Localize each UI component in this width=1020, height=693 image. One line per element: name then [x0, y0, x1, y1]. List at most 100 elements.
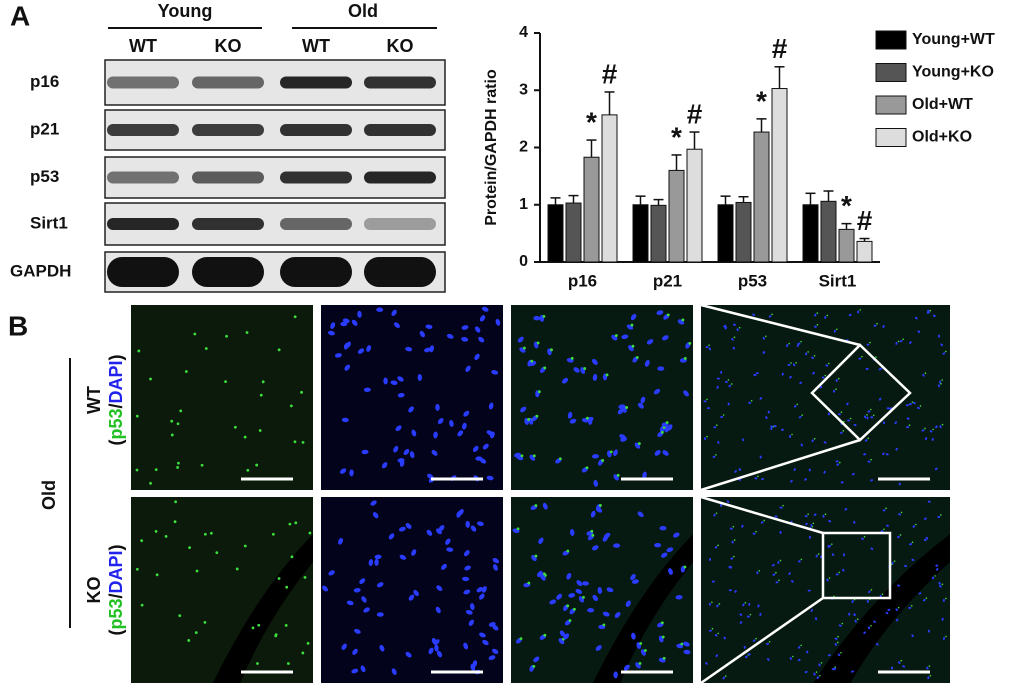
nucleus	[517, 336, 524, 343]
nucleus	[463, 410, 470, 417]
nucleus	[771, 564, 775, 567]
nucleus	[839, 431, 843, 434]
nucleus	[728, 384, 732, 388]
nucleus	[806, 650, 809, 654]
nucleus	[836, 463, 840, 466]
legend-label: Young+KO	[912, 64, 994, 81]
nucleus	[495, 318, 501, 326]
p53-signal	[715, 512, 718, 514]
p53-signal	[924, 427, 926, 430]
nucleus	[821, 376, 825, 379]
p53-signal	[841, 622, 844, 625]
nucleus	[923, 538, 927, 542]
p53-signal	[919, 405, 922, 407]
nucleus	[804, 670, 808, 674]
nucleus	[476, 521, 484, 526]
lane-label: WT	[129, 36, 157, 56]
p53-signal	[724, 675, 727, 677]
p53-signal	[193, 332, 197, 336]
nucleus	[861, 537, 864, 540]
lane-label: WT	[302, 36, 330, 56]
nucleus	[428, 647, 434, 655]
p53-signal	[815, 671, 818, 673]
nucleus	[542, 502, 548, 510]
p53-signal	[251, 626, 255, 630]
nucleus	[338, 537, 343, 545]
nucleus	[617, 408, 624, 415]
nucleus	[703, 400, 707, 403]
nucleus	[631, 579, 639, 584]
nucleus	[488, 655, 496, 661]
nucleus	[567, 411, 573, 419]
nucleus	[723, 636, 726, 640]
nucleus	[435, 403, 440, 411]
nucleus	[842, 568, 845, 572]
nucleus	[885, 611, 889, 615]
protein-label: p16	[30, 72, 59, 91]
nucleus	[848, 612, 851, 616]
nucleus	[437, 418, 444, 425]
panel-label: B	[8, 310, 28, 341]
nucleus	[835, 573, 839, 576]
band	[280, 218, 352, 230]
nucleus	[715, 654, 718, 658]
nucleus	[772, 573, 776, 576]
nucleus	[755, 372, 759, 375]
bar	[735, 201, 752, 263]
p53-signal	[542, 314, 546, 318]
protein-label: p21	[30, 119, 59, 138]
lane-label: KO	[387, 36, 414, 56]
nucleus	[604, 532, 611, 539]
nucleus	[366, 345, 372, 352]
nucleus	[882, 452, 885, 456]
nucleus	[762, 336, 765, 340]
p53-signal	[609, 450, 613, 454]
nucleus	[478, 336, 485, 343]
nucleus	[942, 598, 945, 602]
nucleus	[827, 654, 831, 657]
nucleus	[409, 451, 415, 459]
p53-signal	[527, 581, 531, 585]
y-tick-label: 1	[519, 196, 528, 213]
nucleus	[625, 600, 631, 607]
nucleus	[870, 547, 874, 550]
p53-signal	[899, 534, 902, 536]
nucleus	[731, 540, 734, 544]
nucleus	[597, 586, 603, 594]
p53-signal	[900, 659, 903, 662]
nucleus	[458, 509, 464, 516]
p53-signal	[706, 435, 708, 438]
nucleus	[591, 454, 599, 459]
nucleus	[683, 649, 691, 655]
nucleus	[911, 558, 915, 562]
nucleus	[344, 364, 351, 371]
p53-signal	[204, 347, 208, 350]
nucleus	[481, 306, 489, 312]
nucleus	[819, 385, 823, 389]
nucleus	[851, 600, 854, 603]
nucleus	[411, 549, 417, 556]
p53-signal	[519, 637, 523, 641]
nucleus	[882, 509, 886, 512]
p53-signal	[184, 370, 188, 373]
nucleus	[391, 309, 397, 316]
p53-signal	[827, 362, 830, 365]
nucleus	[739, 613, 743, 616]
stain-part: )	[106, 544, 126, 550]
band	[192, 124, 264, 136]
nucleus	[562, 377, 569, 384]
nucleus	[886, 407, 890, 410]
p53-signal	[790, 362, 792, 364]
p53-signal	[638, 661, 642, 665]
p53-signal	[661, 635, 665, 639]
nucleus	[379, 644, 385, 652]
nucleus	[533, 656, 540, 663]
nucleus	[732, 346, 735, 350]
y-tick-label: 0	[519, 253, 528, 270]
nucleus	[720, 503, 723, 507]
p53-signal	[856, 618, 859, 621]
legend-label: Old+WT	[912, 96, 973, 113]
p53-signal	[585, 466, 589, 470]
nucleus	[833, 667, 837, 671]
nucleus	[840, 481, 844, 484]
